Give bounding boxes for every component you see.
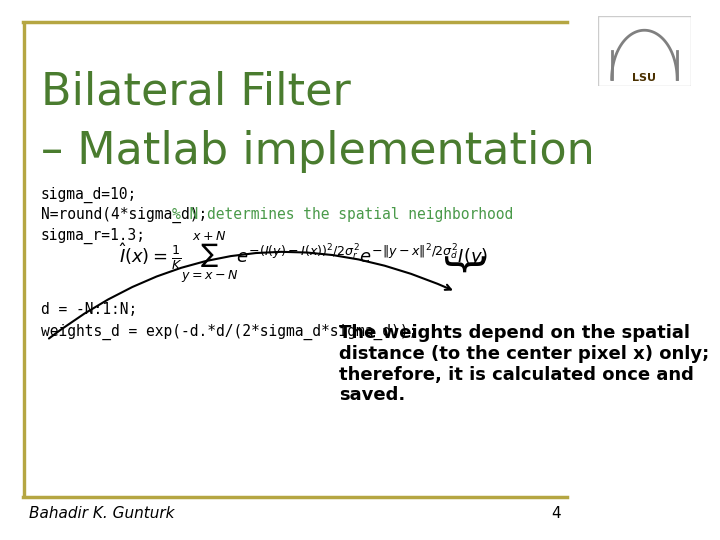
Text: sigma_r=1.3;: sigma_r=1.3; bbox=[41, 227, 146, 244]
Text: $\hat{I}(x) = \frac{1}{K} \sum_{y=x-N}^{x+N} e^{-(I(y)-I(x))^2/2\sigma_r^2}e^{-\: $\hat{I}(x) = \frac{1}{K} \sum_{y=x-N}^{… bbox=[119, 230, 488, 286]
Text: 4: 4 bbox=[551, 506, 561, 521]
Text: sigma_d=10;: sigma_d=10; bbox=[41, 186, 137, 202]
Text: LSU: LSU bbox=[632, 73, 657, 83]
Text: d = -N:1:N;: d = -N:1:N; bbox=[41, 302, 137, 318]
Text: % N determines the spatial neighborhood: % N determines the spatial neighborhood bbox=[172, 207, 513, 222]
Text: $\}$: $\}$ bbox=[442, 249, 487, 273]
Text: N=round(4*sigma_d);: N=round(4*sigma_d); bbox=[41, 207, 216, 223]
Text: The weights depend on the spatial
distance (to the center pixel x) only;
therefo: The weights depend on the spatial distan… bbox=[339, 324, 709, 404]
Bar bbox=[23, 22, 25, 497]
Text: – Matlab implementation: – Matlab implementation bbox=[41, 130, 595, 173]
Text: weights_d = exp(-d.*d/(2*sigma_d*sigma_d));: weights_d = exp(-d.*d/(2*sigma_d*sigma_d… bbox=[41, 324, 417, 340]
Text: Bilateral Filter: Bilateral Filter bbox=[41, 70, 351, 113]
Text: Bahadir K. Gunturk: Bahadir K. Gunturk bbox=[30, 506, 175, 521]
